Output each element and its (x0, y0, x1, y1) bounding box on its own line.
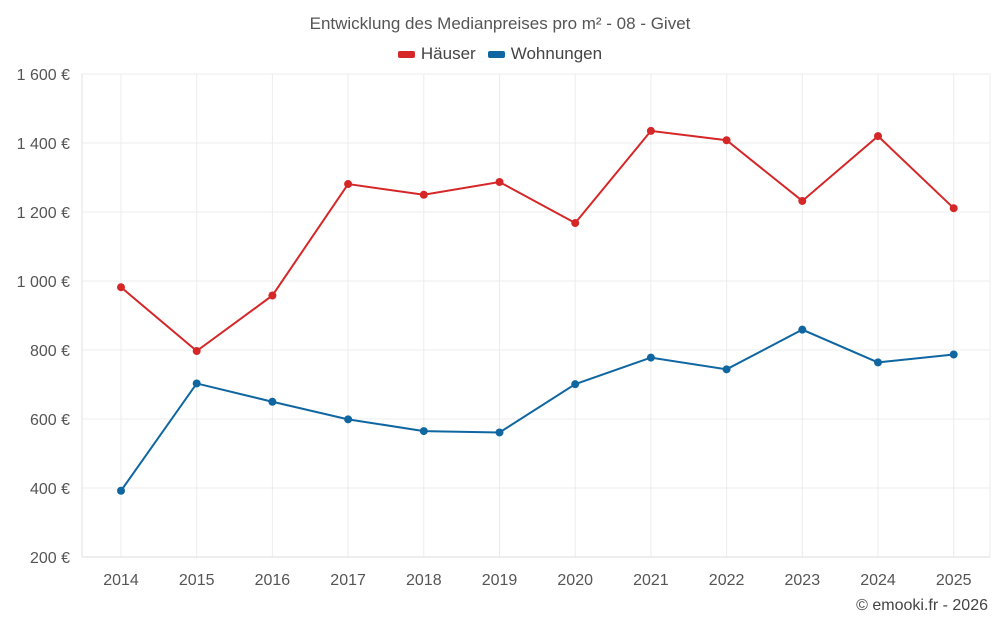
legend-swatch-haeuser (397, 50, 415, 58)
data-point-wohnungen (646, 353, 655, 362)
x-tick-label: 2021 (633, 572, 669, 589)
data-point-haeuser (344, 180, 353, 189)
series-line-wohnungen (120, 328, 954, 492)
data-point-haeuser (117, 283, 125, 292)
data-point-wohnungen (874, 358, 882, 367)
credit-text: © emooki.fr - 2026 (856, 597, 988, 614)
series-line-haeuser (120, 129, 955, 353)
y-tick-label: 600 € (30, 412, 70, 429)
data-point-wohnungen (344, 415, 353, 424)
data-point-wohnungen (571, 380, 580, 389)
x-tick-label: 2023 (785, 572, 821, 589)
x-tick-label: 2022 (709, 572, 745, 589)
data-point-wohnungen (722, 365, 731, 374)
y-tick-label: 1 000 € (17, 274, 70, 291)
x-tick-label: 2014 (103, 572, 139, 589)
x-tick-label: 2019 (482, 572, 518, 589)
x-tick-label: 2025 (936, 572, 972, 589)
data-point-haeuser (874, 132, 882, 141)
legend-item-wohnungen[interactable]: Wohnungen (487, 44, 603, 64)
data-point-haeuser (798, 196, 807, 205)
chart-title: Entwicklung des Medianpreises pro m² - 0… (309, 14, 691, 33)
data-point-wohnungen (949, 350, 958, 359)
x-axis: 2014 2015 2016 2017 2018 2019 2020 2021 2022 2023… (103, 572, 971, 589)
x-tick-label: 2016 (255, 572, 291, 589)
y-axis: 200 € 400 € 600 € 800 € 1 000 € 1 200 € 1 400 … (17, 67, 70, 567)
data-point-wohnungen (268, 397, 277, 406)
data-point-haeuser (495, 177, 504, 186)
x-tick-label: 2020 (557, 572, 593, 589)
y-tick-label: 1 400 € (17, 136, 70, 153)
legend-item-haeuser[interactable]: Häuser (397, 44, 476, 64)
chart-legend: Häuser Wohnungen (0, 44, 1000, 64)
x-tick-label: 2017 (330, 572, 366, 589)
data-point-haeuser (722, 136, 731, 145)
y-tick-label: 1 200 € (17, 205, 70, 222)
y-tick-label: 200 € (30, 550, 70, 567)
legend-label-wohnungen: Wohnungen (510, 44, 603, 63)
x-tick-label: 2018 (406, 572, 442, 589)
data-point-wohnungen (192, 379, 201, 388)
series-group (117, 126, 958, 495)
legend-label-haeuser: Häuser (420, 44, 476, 63)
y-tick-label: 1 600 € (17, 67, 70, 84)
data-point-wohnungen (117, 486, 125, 495)
x-tick-label: 2024 (860, 572, 896, 589)
legend-swatch-wohnungen (487, 50, 505, 58)
data-point-wohnungen (419, 427, 428, 436)
data-point-wohnungen (495, 428, 504, 437)
data-point-haeuser (419, 190, 428, 199)
data-point-haeuser (571, 219, 580, 228)
data-point-wohnungen (798, 325, 807, 334)
grid-lines (81, 73, 991, 558)
data-point-haeuser (646, 126, 655, 135)
y-tick-label: 400 € (30, 481, 70, 498)
data-point-haeuser (949, 204, 958, 213)
x-tick-label: 2015 (179, 572, 215, 589)
data-point-haeuser (268, 291, 277, 300)
y-tick-label: 800 € (30, 343, 70, 360)
data-point-haeuser (192, 347, 201, 356)
